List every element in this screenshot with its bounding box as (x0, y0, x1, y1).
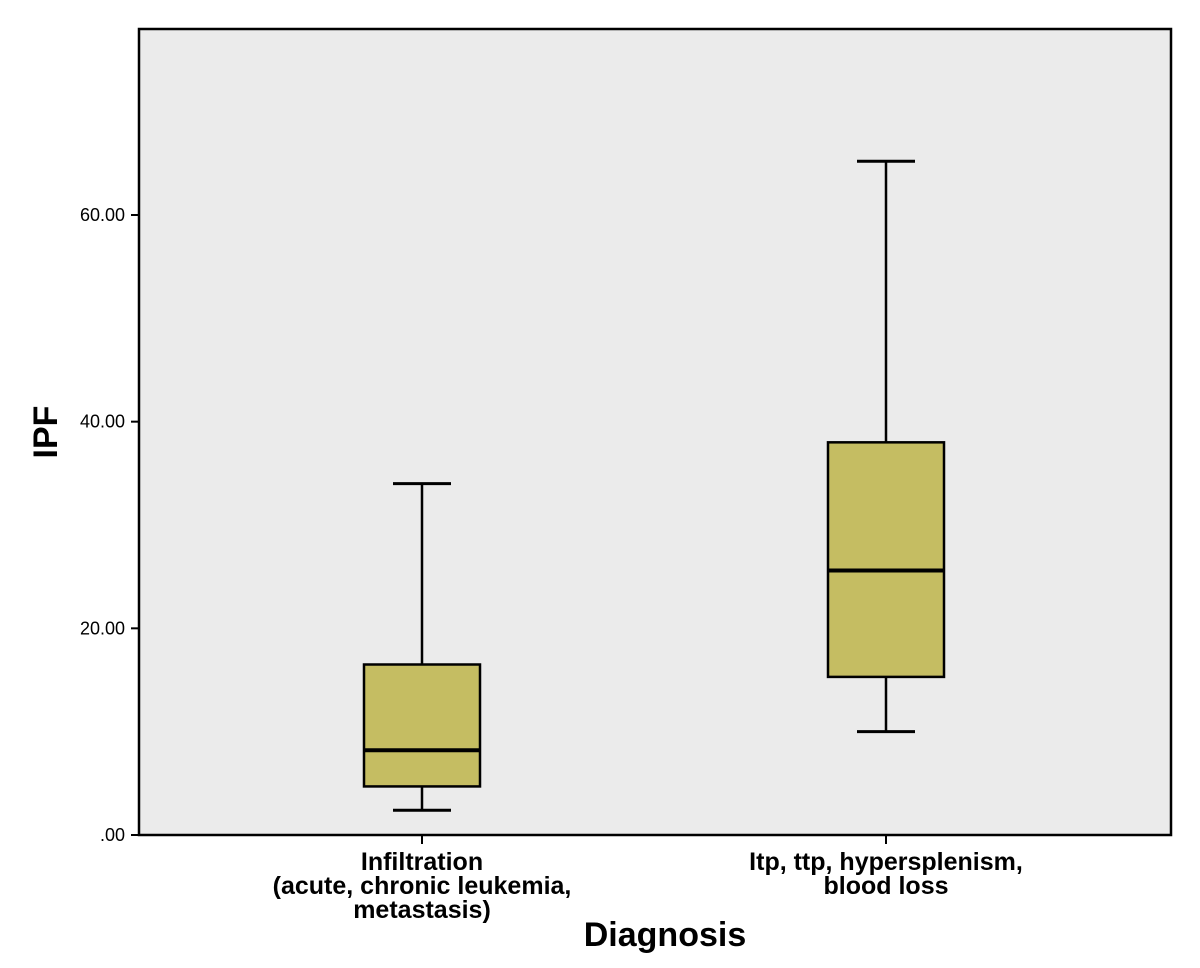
y-tick-label: 40.00 (80, 412, 125, 432)
x-tick-label: Itp, ttp, hypersplenism, blood loss (749, 848, 1023, 900)
x-axis-title: Diagnosis (584, 916, 746, 954)
y-axis-title: IPF (27, 406, 65, 459)
x-tick-label-line: Itp, ttp, hypersplenism, (749, 848, 1023, 876)
x-tick-label-line: blood loss (824, 872, 949, 900)
x-tick-label: Infiltration (acute, chronic leukemia, met… (273, 848, 572, 924)
plot-background (137, 27, 1173, 837)
x-tick-label-line: metastasis) (353, 896, 491, 924)
box-group (362, 482, 482, 812)
box (826, 441, 946, 679)
y-tick-label: .00 (100, 825, 125, 845)
box (362, 663, 482, 788)
y-tick-label: 60.00 (80, 205, 125, 225)
box-group (826, 159, 946, 734)
y-axis: .00 20.00 40.00 60.00 (80, 205, 139, 845)
x-axis: Infiltration (acute, chronic leukemia, met… (273, 835, 1023, 924)
boxplot-series (362, 159, 946, 812)
y-tick-label: 20.00 (80, 618, 125, 638)
x-tick-label-line: (acute, chronic leukemia, (273, 872, 572, 900)
x-tick-label-line: Infiltration (361, 848, 483, 876)
